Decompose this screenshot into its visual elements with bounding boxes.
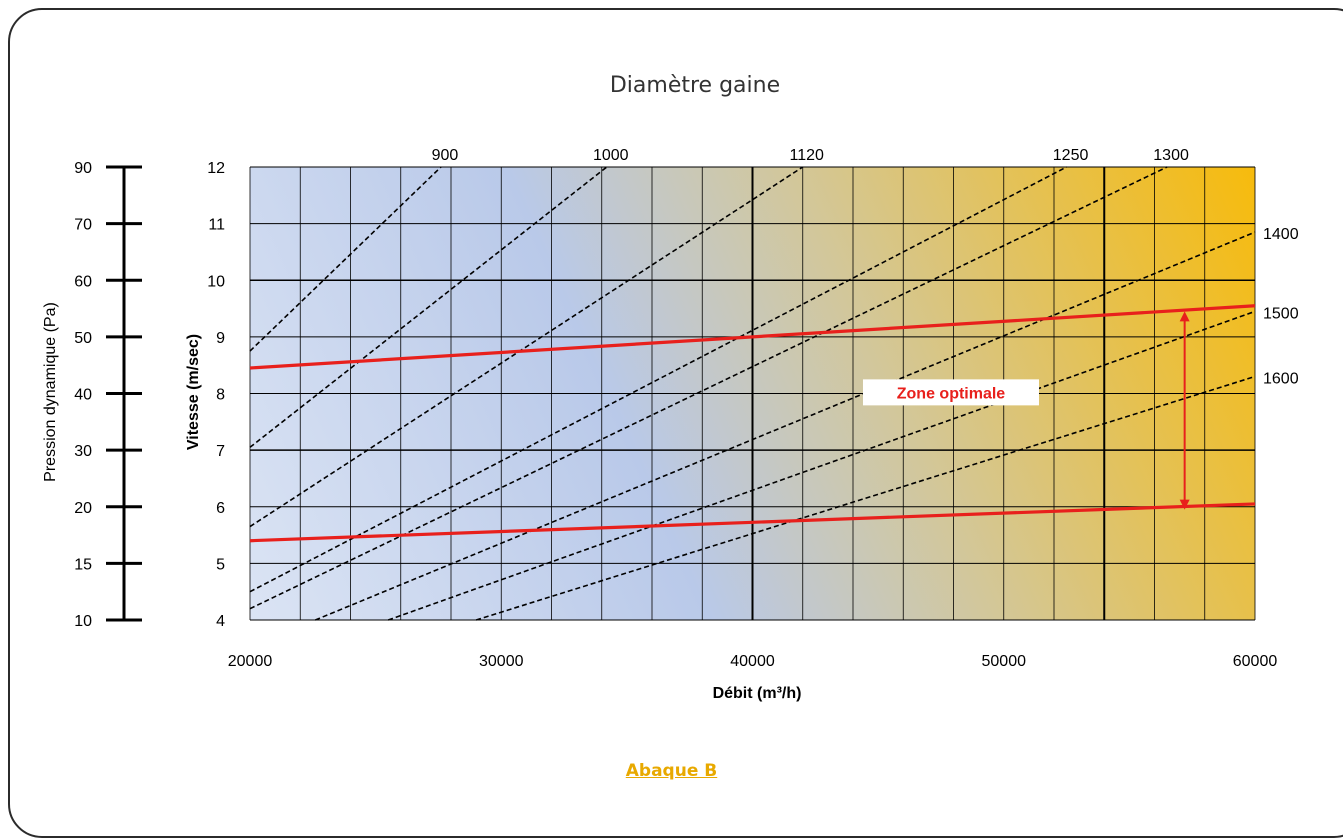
x-tick-label: 40000: [730, 653, 775, 670]
annotation-label: Zone optimale: [897, 385, 1006, 402]
chart-svg: Zone optimale 900 1000 1120 1250 13001400150…: [42, 73, 1299, 702]
diameter-label: 1120: [790, 147, 825, 164]
x-tick-label: 20000: [228, 653, 273, 670]
y-tick-label: 10: [207, 273, 225, 290]
x-axis-label: Débit (m³/h): [713, 685, 802, 702]
annotation-box: [862, 379, 1039, 406]
x-tick-label: 30000: [479, 653, 524, 670]
pressure-tick-label: 15: [74, 556, 92, 573]
diameter-label: 1300: [1153, 147, 1189, 164]
y-tick-label: 9: [216, 330, 225, 347]
diameter-label: 1250: [1053, 147, 1089, 164]
zone-arrow-head-top: [1179, 311, 1190, 322]
grid: [249, 166, 1256, 621]
diameter-label: 1000: [593, 147, 629, 164]
pressure-tick-label: 10: [74, 613, 92, 630]
limit-line: [249, 304, 1256, 370]
y-tick-label: 6: [216, 500, 225, 517]
diameter-label: 900: [432, 147, 459, 164]
pressure-tick-label: 20: [74, 500, 92, 517]
y-tick-label: 4: [216, 613, 225, 630]
diameter-line: [475, 375, 1256, 621]
diameter-line: [387, 310, 1256, 621]
pressure-tick-label: 40: [74, 387, 92, 404]
pressure-tick-label: 70: [74, 217, 92, 234]
x-tick-label: 50000: [982, 653, 1027, 670]
pressure-tick-label: 50: [74, 330, 92, 347]
chart-title: Diamètre gaine: [610, 73, 780, 98]
diameter-line: [249, 166, 804, 528]
y-axis-label: Vitesse (m/sec): [185, 334, 202, 450]
series-layer: Zone optimale: [249, 166, 1256, 621]
diameter-label: 1600: [1263, 371, 1299, 388]
diameter-line: [249, 166, 1067, 593]
pressure-axis-label: Pression dynamique (Pa): [42, 302, 59, 482]
diameter-line: [249, 166, 442, 352]
diameter-label: 1400: [1263, 226, 1299, 243]
diameter-line: [249, 166, 608, 448]
y-tick-label: 5: [216, 556, 225, 573]
y-tick-label: 12: [207, 160, 225, 177]
pressure-tick-label: 30: [74, 443, 92, 460]
pressure-tick-label: 90: [74, 160, 92, 177]
y-tick-label: 11: [208, 217, 225, 234]
zone-arrow-head-bottom: [1179, 499, 1190, 510]
pressure-tick-label: 60: [74, 273, 92, 290]
diameter-line: [315, 231, 1256, 621]
limit-line: [249, 502, 1256, 543]
caption-link[interactable]: Abaque B: [625, 761, 718, 781]
diameter-label: 1500: [1263, 305, 1299, 322]
y-tick-label: 7: [216, 443, 225, 460]
x-tick-label: 60000: [1233, 653, 1278, 670]
y-tick-label: 8: [216, 387, 225, 404]
